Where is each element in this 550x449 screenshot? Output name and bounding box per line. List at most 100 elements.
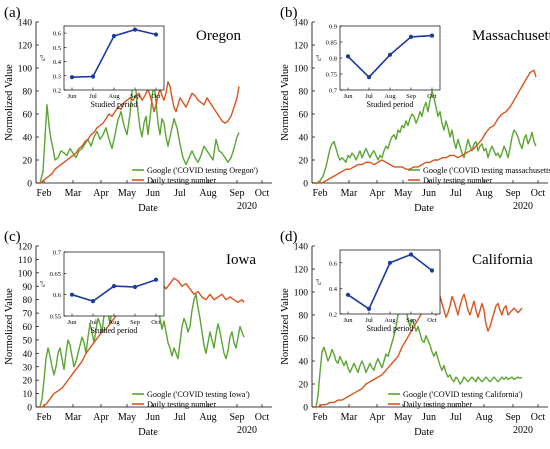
inset-x-tick-label: Oct: [427, 317, 437, 324]
y-tick-label: 30: [23, 363, 33, 373]
y-tick-label: 140: [294, 243, 309, 253]
inset-x-tick-label: Sep: [406, 93, 416, 100]
inset-point: [408, 34, 414, 40]
inset-point: [429, 33, 435, 38]
y-tick-label: 60: [23, 111, 33, 121]
year-label: 2020: [237, 201, 257, 212]
inset-y-tick-label: 0.4: [329, 286, 338, 293]
y-tick-label: 20: [299, 157, 309, 167]
inset-x-tick-label: Sep: [406, 317, 416, 324]
inset-point: [153, 277, 159, 282]
x-tick-label: Jun: [146, 412, 160, 423]
year-label: 2020: [513, 201, 533, 212]
inset-point: [345, 292, 351, 297]
inset-frame: [339, 249, 441, 315]
inset-y-tick-label: 0.6: [53, 31, 62, 38]
y-tick-label: 120: [294, 266, 309, 276]
y-tick-label: 60: [299, 335, 309, 345]
x-tick-label: Jun: [422, 412, 436, 423]
legend-label: Daily testing number: [423, 176, 492, 185]
series-testing-line: [314, 293, 523, 408]
x-axis-title: Date: [138, 203, 158, 214]
legend-label: Google ('COVID testing California'): [403, 390, 523, 399]
inset-y-tick-label: 0.8: [329, 56, 337, 63]
inset-point: [132, 284, 138, 290]
y-tick-label: 120: [18, 243, 33, 253]
x-tick-label: Oct: [255, 412, 270, 423]
inset-x-tick-label: Sep: [130, 93, 140, 100]
inset-y-tick-label: 0.75: [326, 72, 337, 79]
y-tick-label: 70: [23, 310, 33, 320]
y-tick-label: 120: [18, 42, 33, 52]
x-tick-label: Jul: [174, 412, 186, 423]
series-testing-line: [38, 81, 240, 184]
inset-x-tick-label: Oct: [427, 93, 437, 100]
x-tick-label: Sep: [230, 412, 245, 423]
x-tick-label: Apr: [369, 188, 385, 199]
y-tick-label: 90: [23, 283, 33, 293]
year-label: 2020: [513, 425, 533, 436]
inset-point: [132, 27, 138, 32]
inset-y-axis-title: c³: [314, 54, 323, 60]
y-tick-label: 20: [23, 157, 33, 167]
year-label: 2020: [237, 425, 257, 436]
inset-x-tick-label: Aug: [384, 93, 396, 100]
y-tick-label: 20: [299, 381, 309, 391]
inset-point: [408, 252, 414, 257]
y-tick-label: 0: [27, 404, 32, 414]
inset-y-tick-label: 0.2: [329, 312, 337, 319]
inset-y-tick-label: 0.6: [53, 292, 62, 299]
x-tick-label: Oct: [531, 412, 546, 423]
x-tick-label: Aug: [199, 412, 216, 423]
series-testing-line: [314, 69, 537, 184]
x-tick-label: May: [394, 412, 412, 423]
inset-x-tick-label: Jun: [343, 317, 353, 324]
inset-x-tick-label: Jul: [89, 93, 97, 100]
y-tick-label: 140: [18, 19, 33, 29]
legend-label: Google ('COVID testing massachusetts'): [423, 166, 550, 175]
inset-x-tick-label: Aug: [384, 317, 396, 324]
y-tick-label: 100: [294, 65, 309, 75]
x-axis-title: Date: [414, 203, 434, 214]
x-tick-label: Mar: [341, 188, 358, 199]
panel-title: Massachusetts: [472, 28, 550, 44]
y-tick-label: 100: [18, 65, 33, 75]
inset-x-axis-title: Studied period: [367, 324, 414, 333]
inset-x-tick-label: Jul: [365, 317, 373, 324]
inset-x-tick-label: Jun: [343, 93, 353, 100]
x-tick-label: Feb: [313, 412, 328, 423]
inset-y-axis-title: c³: [38, 280, 47, 286]
y-tick-label: 140: [294, 19, 309, 29]
inset-x-tick-label: Oct: [151, 93, 161, 100]
panel-label: (a): [4, 5, 21, 21]
inset-point: [429, 268, 435, 273]
x-tick-label: May: [118, 188, 136, 199]
y-axis-title: Normolized Value: [280, 288, 291, 365]
panel-title: California: [472, 252, 533, 268]
x-axis-title: Date: [414, 427, 434, 438]
inset-x-axis-title: Studied period: [91, 100, 138, 109]
y-tick-label: 100: [18, 269, 33, 279]
x-tick-label: Apr: [369, 412, 385, 423]
y-tick-label: 80: [23, 296, 33, 306]
y-tick-label: 0: [303, 180, 308, 190]
y-axis-title: Normolized Value: [4, 288, 15, 365]
y-tick-label: 40: [23, 134, 33, 144]
y-tick-label: 80: [299, 88, 309, 98]
y-tick-label: 80: [23, 88, 33, 98]
inset-chart: 0.2 0.4 0.6 Jun Jul Aug Sep Oct Studied period c³: [314, 249, 441, 333]
x-tick-label: Mar: [65, 412, 82, 423]
inset-y-tick-label: 0.85: [326, 40, 337, 47]
inset-x-tick-label: Jul: [365, 93, 373, 100]
inset-y-tick-label: 0.3: [53, 73, 61, 80]
y-tick-label: 80: [299, 312, 309, 322]
x-tick-label: Jul: [174, 188, 186, 199]
panel-label: (c): [4, 229, 21, 245]
x-tick-label: Aug: [199, 188, 216, 199]
inset-x-tick-label: Jul: [89, 319, 97, 326]
inset-y-tick-label: 0.9: [329, 24, 337, 31]
inset-x-tick-label: Aug: [108, 93, 120, 100]
y-tick-label: 0: [27, 180, 32, 190]
inset-y-tick-label: 0.5: [53, 45, 61, 52]
